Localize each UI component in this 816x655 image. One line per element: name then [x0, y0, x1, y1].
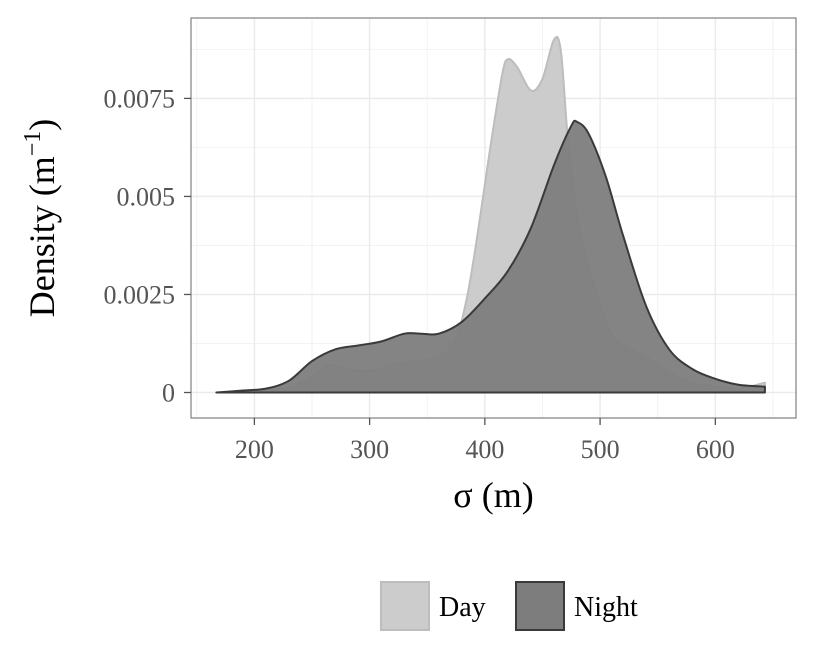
legend-label-night: Night: [574, 592, 638, 623]
x-tick-label: 300: [350, 435, 389, 464]
x-tick-label: 400: [465, 435, 504, 464]
x-tick-label: 500: [581, 435, 620, 464]
y-axis-title-main: Density (m: [22, 156, 62, 317]
legend-label-day: Day: [439, 592, 486, 623]
y-tick-label: 0: [162, 379, 175, 408]
legend-swatch-day: [380, 581, 430, 631]
y-axis-title: Density (m−1): [20, 119, 62, 318]
legend-swatch-night: [515, 581, 565, 631]
density-area-night: [215, 119, 766, 394]
x-axis-title: σ (m): [453, 475, 533, 515]
plot-border: [190, 17, 797, 419]
legend: Day Night: [380, 581, 638, 631]
y-axis-title-exponent: −1: [20, 131, 46, 157]
density-areas: [215, 35, 766, 394]
x-tick-label: 600: [696, 435, 735, 464]
y-tick-label: 0.005: [117, 182, 176, 211]
y-tick-label: 0.0075: [104, 84, 176, 113]
axis-ticks: 200 300 400 500 600 0 0.0025 0.005 0.0075: [104, 84, 735, 464]
y-axis-title-close: ): [22, 119, 62, 131]
y-tick-label: 0.0025: [104, 280, 176, 309]
x-tick-label: 200: [235, 435, 274, 464]
